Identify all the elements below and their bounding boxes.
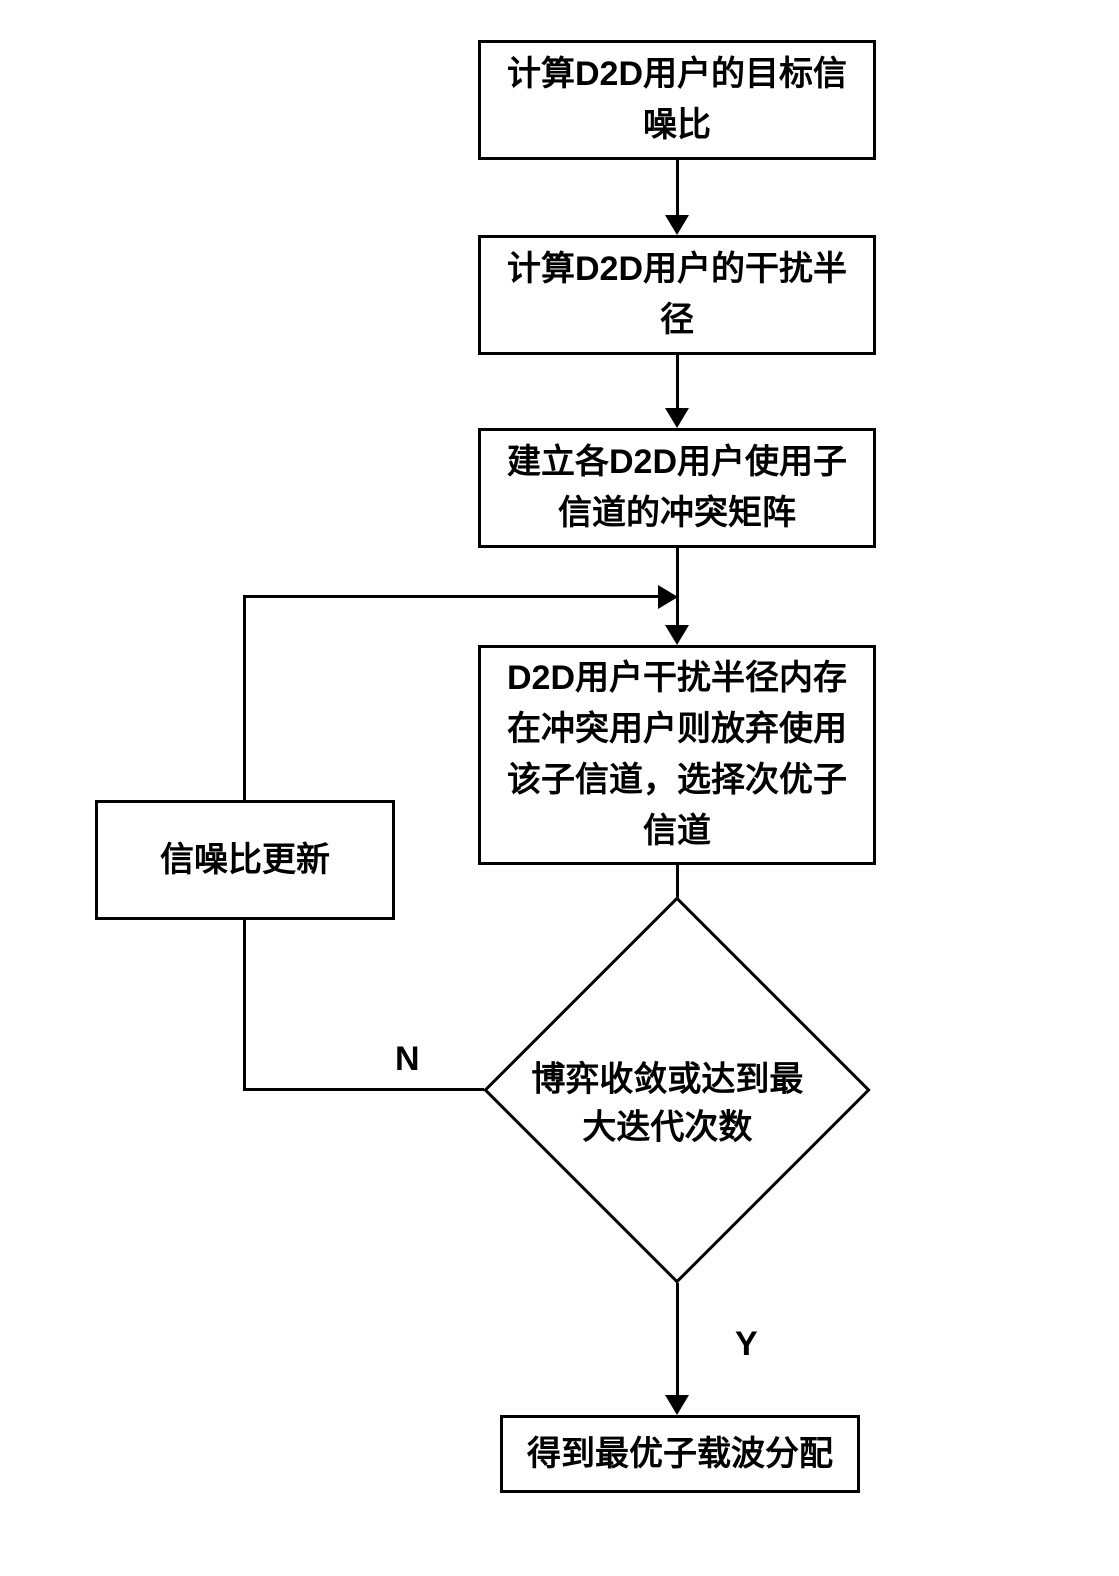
arrow-head-2-3 (665, 408, 689, 428)
label-yes: Y (735, 1325, 758, 1364)
flowchart-decision: 博弈收敛或达到最大迭代次数 (483, 896, 870, 1283)
label-no: N (395, 1040, 420, 1079)
step-6-text: 得到最优子载波分配 (527, 1429, 833, 1480)
flowchart-step-5: 信噪比更新 (95, 800, 395, 920)
arrow-1-2 (676, 160, 679, 215)
arrow-diamond-5-h (245, 1088, 484, 1091)
flowchart-step-4: D2D用户干扰半径内存在冲突用户则放弃使用该子信道，选择次优子信道 (478, 645, 876, 865)
step-5-text: 信噪比更新 (160, 835, 330, 886)
flowchart-step-3: 建立各D2D用户使用子信道的冲突矩阵 (478, 428, 876, 548)
step-2-text: 计算D2D用户的干扰半径 (493, 244, 861, 346)
arrow-diamond-5-v (243, 920, 246, 1091)
step-1-text: 计算D2D用户的目标信噪比 (493, 49, 861, 151)
arrow-2-3 (676, 355, 679, 408)
arrow-head-5-loop (658, 585, 678, 609)
flowchart-step-6: 得到最优子载波分配 (500, 1415, 860, 1493)
arrow-head-3-4 (665, 625, 689, 645)
arrow-diamond-6 (676, 1283, 679, 1395)
arrow-5-loop-v (243, 595, 246, 800)
arrow-head-1-2 (665, 215, 689, 235)
arrow-head-diamond-6 (665, 1395, 689, 1415)
decision-text: 博弈收敛或达到最大迭代次数 (517, 1056, 817, 1151)
flowchart-step-2: 计算D2D用户的干扰半径 (478, 235, 876, 355)
arrow-5-loop-h (243, 595, 658, 598)
flowchart-step-1: 计算D2D用户的目标信噪比 (478, 40, 876, 160)
step-4-text: D2D用户干扰半径内存在冲突用户则放弃使用该子信道，选择次优子信道 (493, 653, 861, 857)
step-3-text: 建立各D2D用户使用子信道的冲突矩阵 (493, 437, 861, 539)
